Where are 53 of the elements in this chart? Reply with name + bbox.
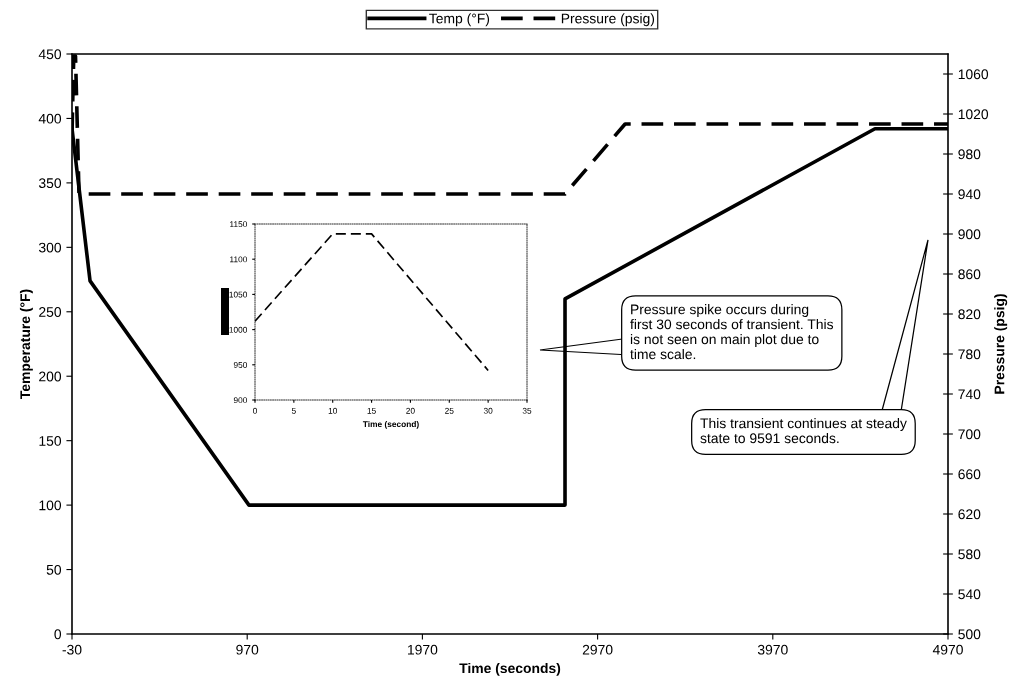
x-tick-label: 25	[445, 407, 454, 414]
y2-tick-label: 820	[958, 309, 981, 320]
x-axis-title: Time (seconds)	[459, 662, 561, 676]
legend-label: Temp (°F)	[429, 13, 490, 27]
y-tick-label: 400	[38, 113, 62, 124]
x-tick-label: 0	[253, 407, 257, 414]
y2-tick-label: 1060	[958, 69, 989, 80]
y-tick-label: 900	[233, 397, 248, 404]
y-tick-label: 150	[39, 436, 62, 446]
y-tick-label: 1000	[229, 326, 248, 333]
y-tick-label: 100	[39, 500, 62, 511]
annotation: Pressure spike occurs during first 30 seconds of transient. This is not seen on main plot due to time scale.	[630, 304, 834, 360]
y2-tick-label: 540	[958, 589, 981, 600]
y-tick-label: 0	[54, 629, 62, 640]
y-tick-label: 200	[39, 371, 62, 382]
y2-tick-label: 700	[958, 429, 981, 440]
x-tick-label: 10	[328, 407, 338, 414]
x-tick-label: 2970	[582, 644, 613, 655]
y-tick-label: 1150	[230, 221, 248, 228]
y-tick-label: 1100	[230, 256, 248, 263]
y-tick-label: 50	[46, 564, 62, 575]
x-tick-label: 1970	[408, 644, 438, 655]
y2-tick-label: 500	[958, 629, 981, 640]
x-tick-label: 3970	[757, 644, 788, 655]
annotation: This transient continues at steady state to 9591 seconds.	[700, 418, 907, 444]
y2-tick-label: 860	[958, 269, 981, 280]
x-axis-title: Time (second)	[362, 420, 419, 429]
x-tick-label: -30	[62, 644, 82, 655]
x-tick-label: 4970	[932, 644, 963, 655]
y2-tick-label: 580	[958, 549, 981, 560]
y-tick-label: 1050	[229, 291, 248, 298]
y2-axis-title: Pressure (psig)	[994, 294, 1008, 394]
y2-tick-label: 900	[958, 229, 981, 240]
legend-label: Pressure (psig)	[561, 13, 655, 27]
y-tick-label: 350	[38, 178, 62, 189]
x-tick-label: 15	[367, 407, 376, 414]
x-tick-label: 20	[406, 407, 415, 414]
y-axis-title: Temperature (°F)	[19, 289, 33, 399]
y2-tick-label: 980	[958, 149, 981, 160]
y2-tick-label: 1020	[958, 109, 989, 120]
y2-tick-label: 740	[958, 389, 981, 400]
y-tick-label: 300	[38, 242, 62, 253]
x-tick-label: 35	[522, 407, 532, 414]
y2-tick-label: 940	[958, 189, 981, 200]
y-tick-label: 950	[233, 362, 248, 368]
y2-tick-label: 620	[958, 509, 981, 520]
y-tick-label: 450	[38, 49, 62, 60]
y-tick-label: 250	[39, 307, 62, 317]
y2-tick-label: 660	[958, 469, 981, 480]
x-tick-label: 30	[483, 407, 493, 414]
x-tick-label: 970	[236, 644, 259, 655]
y2-tick-label: 780	[958, 349, 981, 360]
x-tick-label: 5	[291, 407, 296, 414]
